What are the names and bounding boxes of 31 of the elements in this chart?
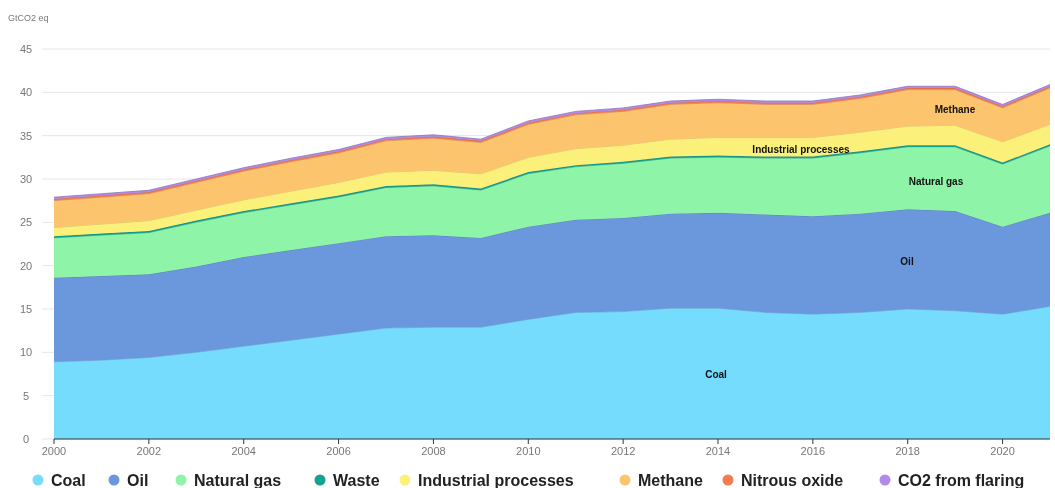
x-tick-label: 2006 bbox=[326, 445, 351, 457]
y-tick-label: 0 bbox=[22, 433, 30, 445]
y-tick-label: 30 bbox=[19, 173, 33, 185]
legend-label: Oil bbox=[127, 472, 149, 488]
x-tick-label: 2010 bbox=[516, 445, 541, 457]
y-tick-label: 15 bbox=[19, 303, 33, 315]
x-tick-label: 2002 bbox=[136, 445, 162, 457]
x-tick-label: 2008 bbox=[421, 445, 446, 457]
annotation: Methane bbox=[934, 104, 976, 115]
y-tick-label: 20 bbox=[19, 259, 33, 272]
annotation: Oil bbox=[900, 256, 914, 267]
x-tick-label: 2014 bbox=[705, 445, 731, 457]
x-tick-label: 2020 bbox=[990, 445, 1015, 457]
y-tick-label: 25 bbox=[19, 216, 33, 229]
annotation: Industrial processes bbox=[752, 144, 851, 155]
y-axis-title: GtCO2 eq bbox=[8, 13, 49, 23]
y-tick-label: 45 bbox=[19, 43, 33, 55]
x-tick-label: 2004 bbox=[231, 445, 256, 457]
y-tick-label: 35 bbox=[19, 129, 33, 142]
legend-label: Nitrous oxide bbox=[741, 472, 844, 488]
x-tick-label: 2012 bbox=[610, 445, 636, 457]
y-tick-label: 10 bbox=[19, 346, 33, 359]
x-tick-label: 2000 bbox=[41, 445, 67, 457]
x-tick-label: 2018 bbox=[895, 445, 920, 457]
annotation: Natural gas bbox=[908, 176, 964, 187]
y-tick-label: 5 bbox=[22, 389, 30, 402]
legend-label: Waste bbox=[333, 472, 380, 488]
legend-label: Methane bbox=[638, 472, 703, 488]
x-tick-label: 2016 bbox=[800, 445, 826, 457]
legend-label: Coal bbox=[51, 472, 86, 488]
y-tick-label: 40 bbox=[19, 86, 33, 99]
